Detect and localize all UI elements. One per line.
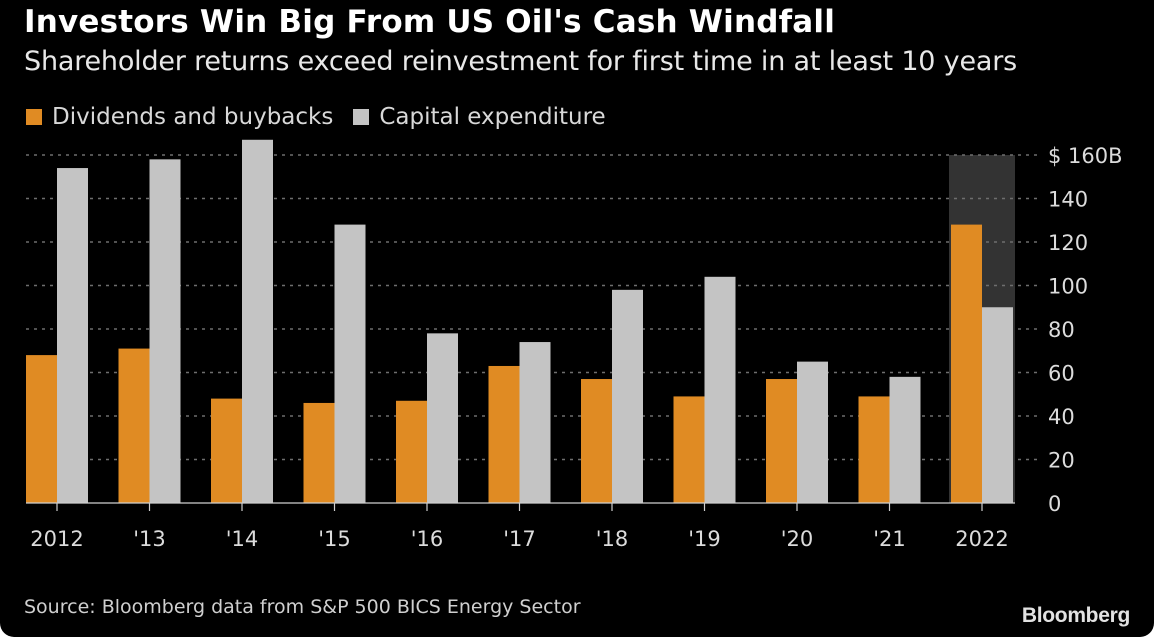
x-tick-label: '14: [226, 527, 259, 551]
y-tick-label: 100: [1048, 275, 1088, 299]
bar-capex: [427, 333, 458, 503]
x-tick-label: '18: [596, 527, 629, 551]
bar-capex: [334, 224, 366, 503]
bar-dividends: [26, 355, 57, 503]
legend-label-capex: Capital expenditure: [379, 104, 606, 130]
legend-swatch-capex: [353, 109, 370, 125]
bar-dividends: [303, 402, 335, 503]
bar-dividends: [211, 398, 242, 503]
y-tick-label: 40: [1048, 405, 1075, 429]
bar-dividends: [581, 379, 612, 503]
x-tick-label: '21: [873, 527, 906, 551]
x-tick-label: 2012: [30, 527, 83, 551]
y-tick-label: $ 160B: [1048, 144, 1123, 168]
legend: Dividends and buybacks Capital expenditu…: [26, 104, 626, 130]
x-tick-label: '15: [318, 527, 351, 551]
y-tick-label: 60: [1048, 362, 1075, 386]
x-tick-label: 2022: [955, 527, 1008, 551]
bar-dividends: [118, 348, 150, 503]
x-tick-label: '17: [503, 527, 536, 551]
bar-dividends: [488, 365, 520, 503]
y-tick-label: 0: [1048, 492, 1061, 516]
legend-label-dividends: Dividends and buybacks: [52, 104, 334, 130]
bar-capex: [612, 289, 643, 503]
bar-dividends: [766, 379, 797, 503]
bar-capex: [519, 342, 551, 503]
legend-swatch-dividends: [26, 109, 42, 125]
bar-dividends: [673, 396, 705, 503]
legend-item-dividends: Dividends and buybacks: [26, 104, 333, 130]
bar-dividends: [951, 224, 982, 503]
chart-title: Investors Win Big From US Oil's Cash Win…: [24, 4, 836, 40]
bar-dividends: [396, 400, 427, 503]
legend-item-capex: Capital expenditure: [353, 104, 606, 130]
x-tick-label: '16: [411, 527, 444, 551]
x-tick-label: '19: [688, 527, 721, 551]
y-tick-label: 120: [1048, 231, 1088, 255]
y-tick-label: 20: [1048, 449, 1075, 473]
bar-capex: [797, 361, 828, 503]
bar-capex: [704, 276, 736, 503]
bar-dividends: [858, 396, 890, 503]
bloomberg-logo: Bloomberg: [1021, 604, 1130, 627]
y-tick-label: 140: [1048, 188, 1088, 212]
bar-capex: [242, 139, 273, 503]
x-tick-label: '20: [781, 527, 814, 551]
source-note: Source: Bloomberg data from S&P 500 BICS…: [24, 596, 581, 618]
bar-capex: [149, 159, 181, 503]
chart-subtitle: Shareholder returns exceed reinvestment …: [24, 46, 1017, 77]
y-tick-label: 80: [1048, 318, 1075, 342]
bar-capex: [57, 168, 88, 504]
bar-capex: [982, 307, 1013, 503]
bar-capex: [889, 376, 921, 503]
x-tick-label: '13: [133, 527, 166, 551]
